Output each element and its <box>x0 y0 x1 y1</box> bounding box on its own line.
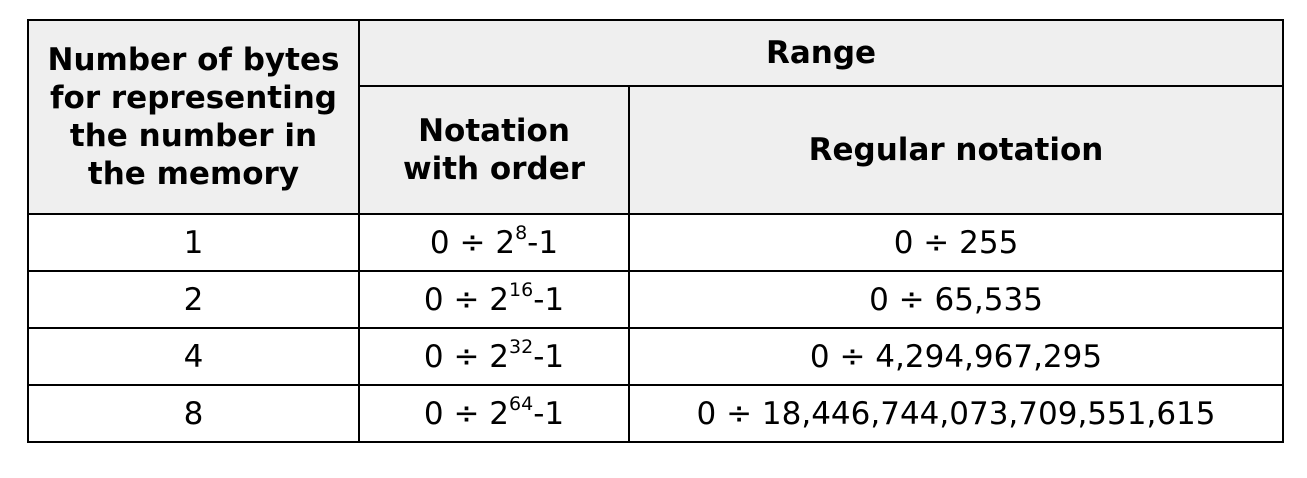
regular-notation-cell: 0 ÷ 255 <box>627 213 1285 272</box>
order-base: 0 ÷ 2 <box>423 281 510 318</box>
order-notation-cell: 0 ÷ 232-1 <box>358 327 630 386</box>
order-base: 0 ÷ 2 <box>423 395 510 432</box>
table-row: 1 0 ÷ 28-1 0 ÷ 255 <box>27 213 1285 272</box>
order-suffix: -1 <box>527 224 559 261</box>
order-notation-cell: 0 ÷ 264-1 <box>358 384 630 443</box>
header-regular-notation: Regular notation <box>627 85 1285 215</box>
regular-notation-cell: 0 ÷ 4,294,967,295 <box>627 327 1285 386</box>
header-number-of-bytes: Number of bytes for representing the num… <box>27 19 360 215</box>
order-exponent: 16 <box>509 279 534 302</box>
bytes-cell: 4 <box>27 327 360 386</box>
table-row: 8 0 ÷ 264-1 0 ÷ 18,446,744,073,709,551,6… <box>27 384 1285 443</box>
bytes-cell: 1 <box>27 213 360 272</box>
order-suffix: -1 <box>533 395 565 432</box>
order-exponent: 64 <box>509 393 534 416</box>
table-row: 4 0 ÷ 232-1 0 ÷ 4,294,967,295 <box>27 327 1285 386</box>
order-base: 0 ÷ 2 <box>423 338 510 375</box>
header-range: Range <box>357 19 1285 87</box>
bytes-cell: 2 <box>27 270 360 329</box>
order-suffix: -1 <box>533 281 565 318</box>
bytes-cell: 8 <box>27 384 360 443</box>
order-notation-cell: 0 ÷ 28-1 <box>358 213 630 272</box>
order-notation-cell: 0 ÷ 216-1 <box>358 270 630 329</box>
order-exponent: 8 <box>515 222 528 245</box>
order-suffix: -1 <box>533 338 565 375</box>
order-base: 0 ÷ 2 <box>429 224 516 261</box>
regular-notation-cell: 0 ÷ 18,446,744,073,709,551,615 <box>627 384 1285 443</box>
table-row: 2 0 ÷ 216-1 0 ÷ 65,535 <box>27 270 1285 329</box>
regular-notation-cell: 0 ÷ 65,535 <box>627 270 1285 329</box>
header-notation-with-order: Notation with order <box>358 85 630 215</box>
order-exponent: 32 <box>509 336 534 359</box>
byte-range-table: Number of bytes for representing the num… <box>27 19 1285 443</box>
